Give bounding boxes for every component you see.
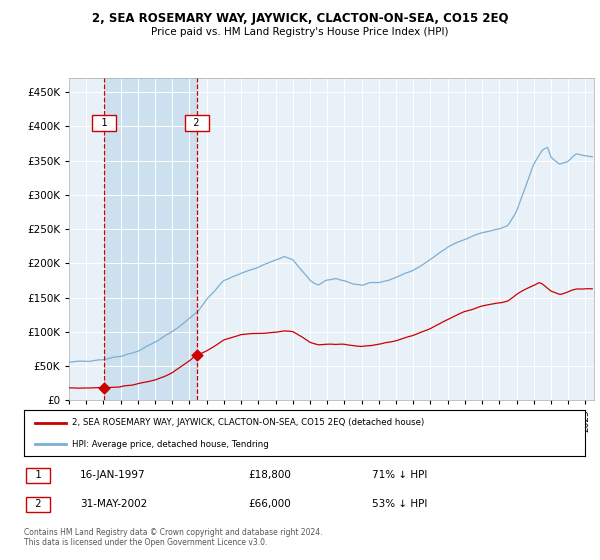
Text: 16-JAN-1997: 16-JAN-1997: [80, 470, 146, 480]
Text: £66,000: £66,000: [248, 500, 291, 509]
Text: Contains HM Land Registry data © Crown copyright and database right 2024.
This d: Contains HM Land Registry data © Crown c…: [24, 528, 323, 547]
Text: £18,800: £18,800: [248, 470, 291, 480]
Text: 31-MAY-2002: 31-MAY-2002: [80, 500, 148, 509]
Text: 2, SEA ROSEMARY WAY, JAYWICK, CLACTON-ON-SEA, CO15 2EQ: 2, SEA ROSEMARY WAY, JAYWICK, CLACTON-ON…: [92, 12, 508, 25]
Text: 53% ↓ HPI: 53% ↓ HPI: [372, 500, 427, 509]
Text: 1: 1: [29, 470, 47, 480]
Text: 71% ↓ HPI: 71% ↓ HPI: [372, 470, 427, 480]
Text: 2: 2: [187, 118, 206, 128]
Text: Price paid vs. HM Land Registry's House Price Index (HPI): Price paid vs. HM Land Registry's House …: [151, 27, 449, 38]
Point: [100, 383, 109, 392]
Text: 2: 2: [29, 500, 47, 509]
Text: 1: 1: [95, 118, 113, 128]
Bar: [104, 78, 197, 400]
Point: [192, 351, 202, 360]
Text: HPI: Average price, detached house, Tendring: HPI: Average price, detached house, Tend…: [71, 440, 268, 449]
Text: 2, SEA ROSEMARY WAY, JAYWICK, CLACTON-ON-SEA, CO15 2EQ (detached house): 2, SEA ROSEMARY WAY, JAYWICK, CLACTON-ON…: [71, 418, 424, 427]
